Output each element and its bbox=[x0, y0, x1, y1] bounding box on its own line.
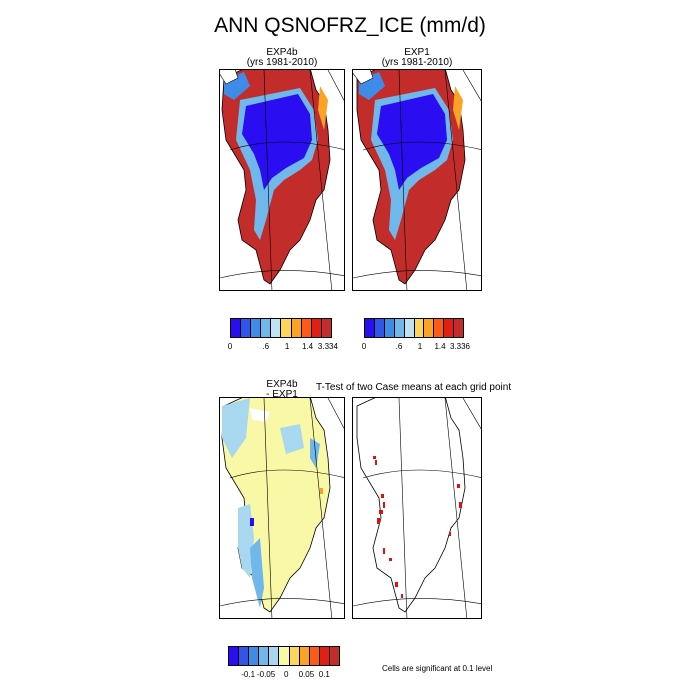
colorbar-difference-swatch bbox=[259, 647, 270, 665]
colorbar-difference-swatch bbox=[289, 647, 300, 665]
colorbar-exp4b-swatch bbox=[251, 319, 262, 337]
colorbar-difference-ticks: -0.1 -0.05 0 0.05 0.1 bbox=[228, 670, 340, 680]
colorbar-difference-tick-label: 0.1 bbox=[318, 670, 330, 679]
colorbar-difference bbox=[228, 646, 340, 666]
colorbar-difference-swatch bbox=[239, 647, 250, 665]
greenland-map-difference bbox=[220, 398, 344, 618]
panel-title-ttest: T-Test of two Case means at each grid po… bbox=[316, 382, 512, 393]
map-panel-ttest bbox=[352, 397, 482, 619]
colorbar-exp4b-tick-label: 1 bbox=[284, 342, 290, 351]
significance-cells bbox=[373, 456, 462, 598]
colorbar-exp1-swatch bbox=[365, 319, 375, 337]
colorbar-exp4b-ticks: 0 .6 1 1.4 3.334 bbox=[227, 342, 338, 352]
panel-title-exp4b-name: EXP4b bbox=[266, 47, 298, 58]
colorbar-exp4b-tick-label: 0 bbox=[227, 342, 233, 351]
colorbar-exp1-swatch bbox=[454, 319, 464, 337]
map-panel-difference bbox=[219, 397, 345, 619]
colorbar-exp4b-swatch bbox=[241, 319, 252, 337]
colorbar-exp1-swatch bbox=[384, 319, 395, 337]
colorbar-difference-swatch bbox=[249, 647, 260, 665]
colorbar-exp4b-swatch bbox=[281, 319, 292, 337]
colorbar-difference-swatch bbox=[299, 647, 310, 665]
colorbar-difference-tick-label: -0.05 bbox=[256, 670, 276, 679]
colorbar-exp1-swatch bbox=[404, 319, 415, 337]
colorbar-exp4b-swatch bbox=[231, 319, 242, 337]
colorbar-exp1-tick-label: 1.4 bbox=[434, 342, 446, 351]
map-panel-exp1 bbox=[352, 69, 482, 291]
colorbar-exp4b-tick-label: 3.334 bbox=[317, 342, 338, 351]
colorbar-exp1-swatch bbox=[444, 319, 455, 337]
panel-title-exp1-years: (yrs 1981-2010) bbox=[381, 57, 453, 68]
colorbar-exp4b-tick-label: 1.4 bbox=[301, 342, 314, 351]
colorbar-exp4b bbox=[230, 318, 332, 338]
colorbar-exp4b-swatch bbox=[311, 319, 322, 337]
colorbar-exp1-ticks: 0 .6 1 1.4 3.336 bbox=[361, 342, 470, 352]
colorbar-difference-swatch bbox=[279, 647, 290, 665]
greenland-map-ttest bbox=[353, 398, 481, 618]
colorbar-exp1-swatch bbox=[414, 319, 425, 337]
colorbar-exp1-tick-label: 1 bbox=[417, 342, 423, 351]
figure-title: ANN QSNOFRZ_ICE (mm/d) bbox=[214, 14, 486, 37]
panel-title-exp1-name: EXP1 bbox=[404, 47, 430, 58]
panel-title-exp4b-years: (yrs 1981-2010) bbox=[246, 57, 318, 68]
panel-title-diff-line1: EXP4b bbox=[266, 379, 298, 390]
colorbar-exp1-tick-label: .6 bbox=[395, 342, 403, 351]
colorbar-difference-swatch bbox=[269, 647, 280, 665]
significance-note: Cells are significant at 0.1 level bbox=[382, 664, 493, 673]
colorbar-exp1-tick-label: 0 bbox=[361, 342, 367, 351]
greenland-map-exp4b bbox=[220, 70, 344, 290]
colorbar-difference-tick-label: 0.05 bbox=[298, 670, 315, 679]
greenland-map-exp1 bbox=[353, 70, 481, 290]
colorbar-exp1-swatch bbox=[424, 319, 435, 337]
colorbar-difference-tick-label: 0 bbox=[284, 670, 289, 679]
colorbar-exp1 bbox=[364, 318, 464, 338]
panel-title-exp4b: EXP4b (yrs 1981-2010) bbox=[219, 48, 345, 68]
colorbar-exp1-swatch bbox=[394, 319, 405, 337]
panel-title-diff: EXP4b - EXP1 bbox=[219, 380, 345, 400]
colorbar-exp4b-swatch bbox=[271, 319, 282, 337]
colorbar-difference-tick-label: -0.1 bbox=[241, 670, 256, 679]
colorbar-exp1-tick-label: 3.336 bbox=[449, 342, 471, 351]
colorbar-exp4b-swatch bbox=[261, 319, 272, 337]
map-panel-exp4b bbox=[219, 69, 345, 291]
colorbar-difference-swatch bbox=[329, 647, 340, 665]
colorbar-exp4b-tick-label: .6 bbox=[262, 342, 270, 351]
colorbar-exp4b-swatch bbox=[291, 319, 302, 337]
colorbar-exp4b-swatch bbox=[301, 319, 312, 337]
colorbar-difference-swatch bbox=[319, 647, 330, 665]
panel-title-diff-line2: - EXP1 bbox=[266, 389, 298, 400]
colorbar-exp1-swatch bbox=[434, 319, 445, 337]
colorbar-exp1-swatch bbox=[374, 319, 385, 337]
colorbar-exp4b-swatch bbox=[321, 319, 331, 337]
colorbar-difference-swatch bbox=[229, 647, 240, 665]
panel-title-exp1: EXP1 (yrs 1981-2010) bbox=[352, 48, 482, 68]
colorbar-difference-swatch bbox=[309, 647, 320, 665]
